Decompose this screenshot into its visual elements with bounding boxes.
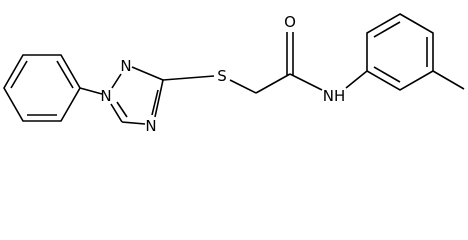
atom-label: N bbox=[100, 87, 111, 105]
atom-label: O bbox=[284, 13, 296, 31]
bond bbox=[255, 73, 291, 94]
background bbox=[0, 0, 468, 136]
atom-label: N bbox=[145, 117, 156, 135]
methyl-bond bbox=[432, 70, 465, 90]
structure-diagram: N N N S O NH bbox=[0, 0, 468, 136]
bond bbox=[229, 79, 257, 94]
bond bbox=[79, 87, 103, 95]
tolyl-ring bbox=[366, 13, 434, 91]
atom-label: NH bbox=[323, 87, 346, 105]
triazole-ring bbox=[110, 66, 164, 125]
atom-label: S bbox=[217, 67, 227, 85]
bond bbox=[345, 70, 368, 89]
bond bbox=[162, 75, 215, 81]
atom-label: N bbox=[120, 57, 131, 75]
bond bbox=[289, 73, 323, 91]
